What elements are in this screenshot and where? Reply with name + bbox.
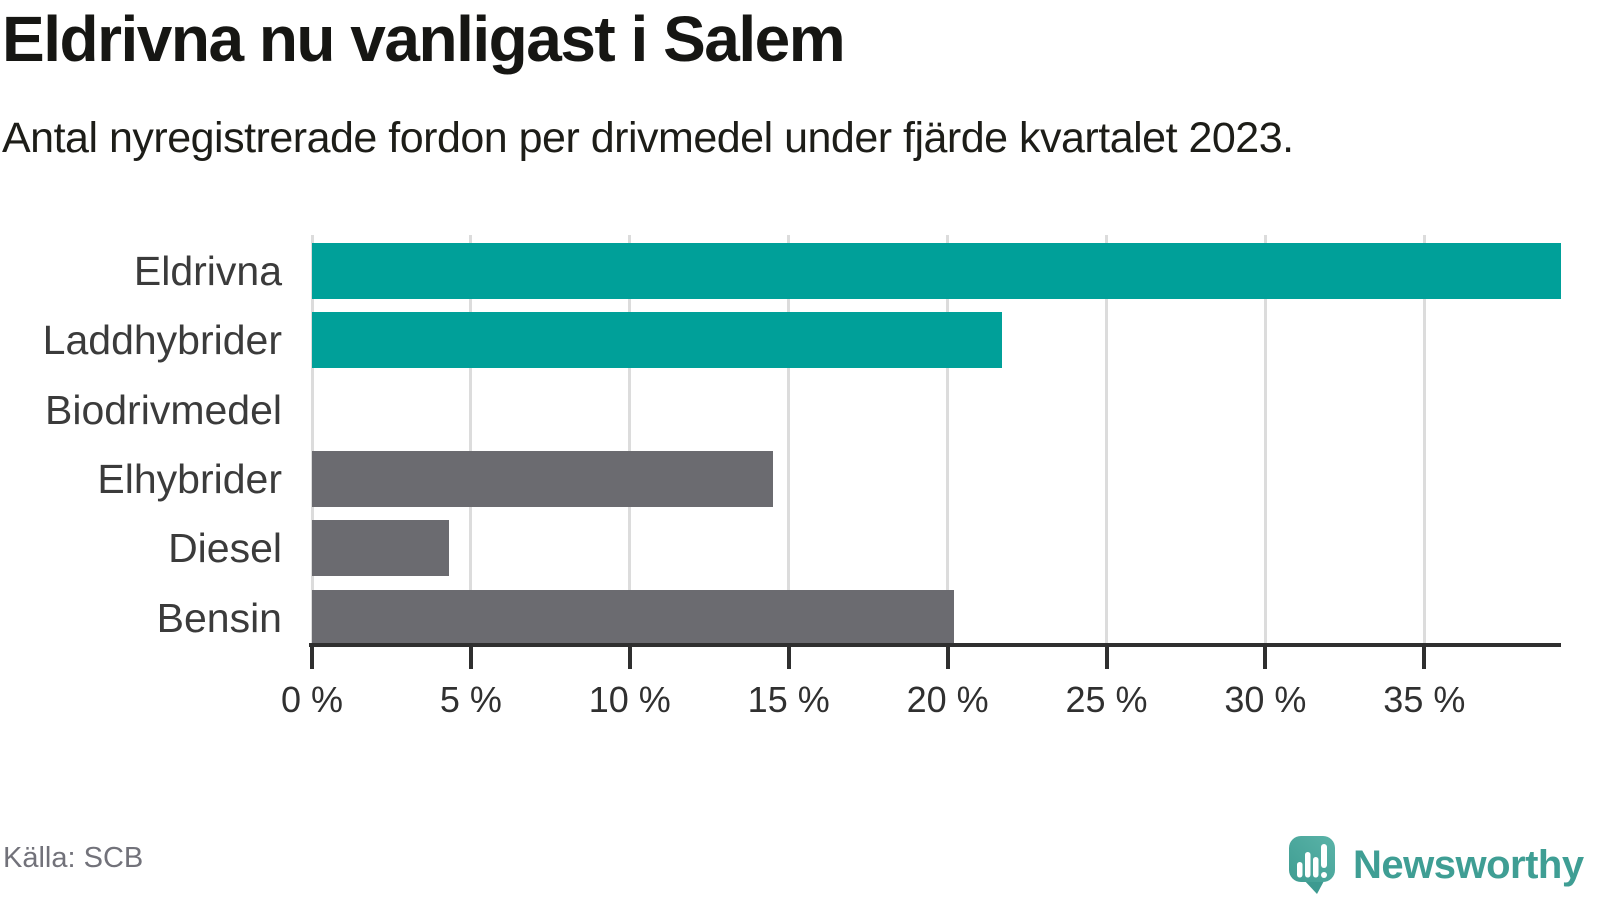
x-tick [627,647,632,669]
bar-laddhybrider [312,312,1002,369]
x-tick-label: 0 % [280,679,344,720]
chart-title: Eldrivna nu vanligast i Salem [2,3,846,75]
x-tick-label: 35 % [1383,679,1466,720]
gridline [787,235,791,646]
gridline [1422,235,1426,646]
x-tick [786,647,791,669]
newsworthy-speech-bubble-barchart-icon [1289,836,1335,894]
x-axis-line [309,643,1561,647]
bar-elhybrider [312,451,773,508]
plot-area: 0 % 5 % 10 % 15 % 20 % 25 % 30 % 35 % [281,235,1561,720]
gridline [1263,235,1267,646]
bar-eldrivna [312,243,1561,299]
x-tick [310,647,314,669]
gridline [946,235,950,646]
x-tick-label: 25 % [1065,679,1148,720]
category-label: Biodrivmedel [45,386,282,433]
gridline [628,235,632,646]
newsworthy-wordmark: Newsworthy [1353,842,1584,887]
x-tick [1104,647,1109,669]
gridline [469,235,473,646]
x-tick-label: 15 % [747,679,830,720]
x-tick-label: 20 % [906,679,989,720]
x-tick [1263,647,1268,669]
bar-diesel [312,520,449,577]
source-label: Källa: SCB [3,842,144,874]
category-label: Elhybrider [97,456,282,503]
x-tick-label: 10 % [588,679,671,720]
x-tick [945,647,950,669]
bar-bensin [312,589,954,646]
gridline [310,235,314,646]
category-label: Diesel [168,525,282,572]
newsworthy-logo: Newsworthy [1288,835,1584,895]
gridline [1105,235,1109,646]
category-label: Laddhybrider [42,317,282,364]
x-tick-label: 5 % [439,679,502,720]
chart-subtitle: Antal nyregistrerade fordon per drivmede… [2,114,1294,162]
category-label: Bensin [156,594,282,641]
x-tick [1422,647,1427,669]
x-tick [468,647,473,669]
category-label: Eldrivna [133,248,282,294]
x-tick-label: 30 % [1224,679,1307,720]
